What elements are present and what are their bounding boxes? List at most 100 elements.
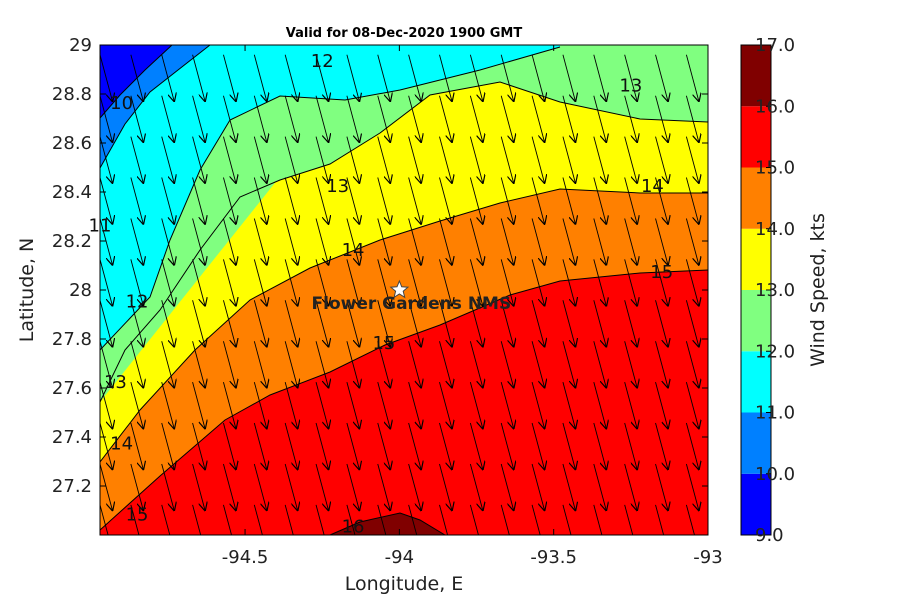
wind-vector: [346, 177, 359, 224]
wind-vector: [161, 341, 174, 387]
wind-vector: [655, 300, 668, 346]
site-label: Flower Gardens NMS: [312, 294, 512, 314]
wind-vector: [655, 504, 665, 535]
contour-label: 12: [126, 291, 149, 312]
wind-vector: [593, 341, 606, 387]
contour-line-12: [100, 46, 561, 351]
wind-vector: [161, 504, 171, 535]
wind-vector: [192, 341, 205, 387]
wind-vector: [346, 463, 359, 510]
wind-vector: [655, 341, 668, 387]
x-axis-label: Longitude, E: [345, 573, 464, 595]
wind-vector: [439, 177, 451, 224]
wind-vector: [377, 95, 390, 142]
colorbar-band: [741, 351, 771, 413]
colorbar-band: [741, 412, 771, 474]
wind-vector: [253, 54, 266, 101]
wind-vector: [469, 95, 482, 142]
chart-title: Valid for 08-Dec-2020 1900 GMT: [286, 26, 523, 41]
wind-vector: [346, 54, 359, 101]
wind-vector: [223, 341, 235, 387]
wind-vector: [562, 422, 575, 469]
contour-label: 13: [619, 76, 642, 97]
wind-vector: [100, 177, 112, 224]
wind-vector: [130, 136, 143, 183]
wind-vector: [531, 177, 544, 224]
wind-vector: [562, 177, 575, 224]
wind-vector: [469, 136, 482, 183]
wind-vector: [408, 300, 421, 346]
wind-vector: [161, 259, 174, 305]
wind-vector: [223, 95, 235, 142]
wind-vector: [161, 463, 174, 510]
wind-vector: [624, 259, 637, 305]
wind-vector: [439, 463, 451, 510]
contour-label: 13: [326, 176, 349, 197]
wind-vector: [377, 136, 390, 183]
wind-vector: [223, 463, 235, 510]
wind-vector: [192, 54, 205, 101]
wind-vector: [408, 218, 421, 264]
wind-vector: [624, 54, 637, 101]
wind-vector: [130, 95, 143, 142]
wind-vector: [531, 95, 544, 142]
wind-vector: [377, 382, 390, 428]
wind-vector: [562, 382, 575, 428]
wind-vector: [624, 300, 637, 346]
wind-vector: [408, 341, 421, 387]
wind-vector: [315, 95, 328, 142]
wind-vector: [284, 136, 297, 183]
colorbar-band: [741, 228, 771, 290]
wind-vector: [531, 504, 541, 535]
wind-vector: [531, 382, 544, 428]
contour-line-13: [100, 81, 708, 403]
wind-vector: [439, 341, 451, 387]
wind-vector: [500, 136, 513, 183]
x-tick-label: -93.5: [530, 547, 577, 568]
wind-vector: [315, 300, 328, 346]
wind-vector: [346, 382, 359, 428]
wind-vector: [346, 504, 356, 535]
wind-vector: [253, 300, 266, 346]
wind-vector: [192, 463, 205, 510]
wind-vector: [223, 504, 232, 535]
wind-vector: [161, 136, 174, 183]
colorbar: 9.0 10.0 11.0 12.0 13.0 14.0 15.0 16.0 17.0: [740, 35, 795, 546]
colorbar-tick-label: 12.0: [755, 341, 795, 362]
colorbar-tick-label: 11.0: [755, 403, 795, 424]
y-tick-label: 28.4: [52, 182, 92, 203]
contour-label: 15: [126, 504, 149, 525]
wind-vector: [377, 54, 390, 101]
wind-vector: [469, 54, 482, 101]
wind-vector: [593, 422, 606, 469]
wind-vector: [408, 382, 421, 428]
wind-vector: [624, 95, 637, 142]
wind-vector: [130, 177, 143, 224]
wind-vector: [593, 95, 606, 142]
wind-vector: [315, 504, 325, 535]
wind-vector: [100, 463, 112, 510]
wind-vector: [284, 300, 297, 346]
wind-vector: [315, 422, 328, 469]
wind-vector: [500, 259, 513, 305]
wind-vector: [624, 463, 637, 510]
wind-vector: [408, 54, 421, 101]
wind-vector: [562, 259, 575, 305]
wind-vector: [593, 259, 606, 305]
wind-vector: [439, 218, 451, 264]
wind-vector: [315, 382, 328, 428]
wind-vector: [439, 504, 449, 535]
wind-vector: [100, 341, 112, 387]
wind-vector: [100, 422, 112, 469]
wind-vector: [439, 95, 451, 142]
wind-vector: [346, 218, 359, 264]
wind-vector: [253, 341, 266, 387]
colorbar-tick-label: 10.0: [755, 464, 795, 485]
wind-vector: [130, 382, 143, 428]
y-tick-label: 28: [69, 280, 92, 301]
wind-vector: [685, 300, 698, 346]
wind-vector: [685, 54, 698, 101]
wind-vector: [130, 463, 143, 510]
wind-vector: [624, 341, 637, 387]
